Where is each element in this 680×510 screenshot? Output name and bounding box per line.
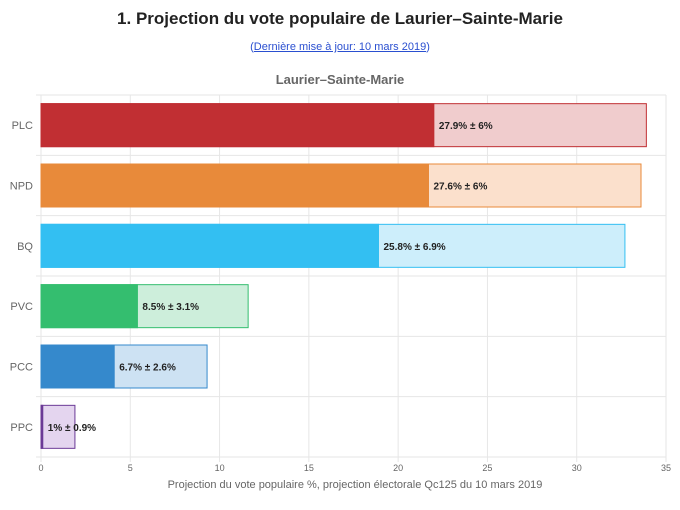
x-tick-label-5: 5 [128, 463, 133, 473]
bar-low-pcc [40, 344, 115, 389]
bar-low-npd [40, 163, 429, 208]
x-axis: 0 5 10 15 20 25 30 35 [38, 463, 671, 473]
data-label-ppc: 1% ± 0.9% [48, 423, 96, 434]
data-label-bq: 25.8% ± 6.9% [384, 242, 446, 253]
chart-grid [36, 94, 667, 462]
y-tick-label-plc: PLC [12, 120, 33, 132]
x-tick-label-30: 30 [572, 463, 582, 473]
x-tick-label-0: 0 [38, 463, 43, 473]
y-tick-label-bq: BQ [17, 241, 33, 253]
x-tick-label-15: 15 [304, 463, 314, 473]
bar-low-plc [40, 103, 435, 148]
bar-range-ppc [40, 404, 76, 449]
x-tick-label-20: 20 [393, 463, 403, 473]
data-label-plc: 27.9% ± 6% [439, 121, 493, 132]
data-label-pvc: 8.5% ± 3.1% [142, 302, 199, 313]
page-title: 1. Projection du vote populaire de Lauri… [117, 9, 563, 28]
update-paren-close: ) [426, 41, 430, 53]
x-axis-label: Projection du vote populaire %, projecti… [168, 479, 543, 491]
bar-low-ppc [40, 404, 44, 449]
last-update-link[interactable]: Dernière mise à jour: 10 mars 2019 [253, 41, 427, 53]
y-axis: PLC NPD BQ PVC PCC PPC [10, 120, 34, 434]
y-tick-label-pvc: PVC [10, 301, 33, 313]
update-paren-open: ( [250, 41, 254, 53]
x-tick-label-10: 10 [215, 463, 225, 473]
data-label-npd: 27.6% ± 6% [434, 182, 488, 193]
x-tick-label-25: 25 [482, 463, 492, 473]
data-label-pcc: 6.7% ± 2.6% [119, 363, 176, 374]
bar-low-pvc [40, 284, 138, 329]
y-tick-label-ppc: PPC [10, 422, 33, 434]
chart-title: Laurier–Sainte-Marie [276, 72, 405, 87]
bar-low-bq [40, 223, 379, 268]
last-update-line: (Dernière mise à jour: 10 mars 2019) [0, 41, 680, 53]
y-tick-label-npd: NPD [10, 181, 33, 193]
chart-bars: 27.9% ± 6% 27.6% ± 6% 25.8% ± 6.9% 8.5% ± 3… [40, 103, 647, 449]
x-tick-label-35: 35 [661, 463, 671, 473]
y-tick-label-pcc: PCC [10, 362, 33, 374]
